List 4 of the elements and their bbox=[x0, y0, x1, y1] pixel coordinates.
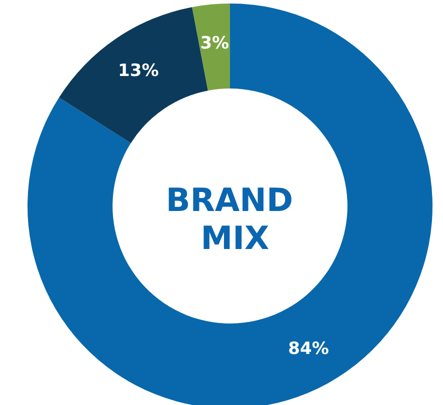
data-label: 3% bbox=[200, 34, 230, 54]
data-label: 84% bbox=[288, 338, 329, 359]
data-label: 13% bbox=[118, 61, 159, 82]
text: BRAND MIX bbox=[166, 181, 304, 257]
